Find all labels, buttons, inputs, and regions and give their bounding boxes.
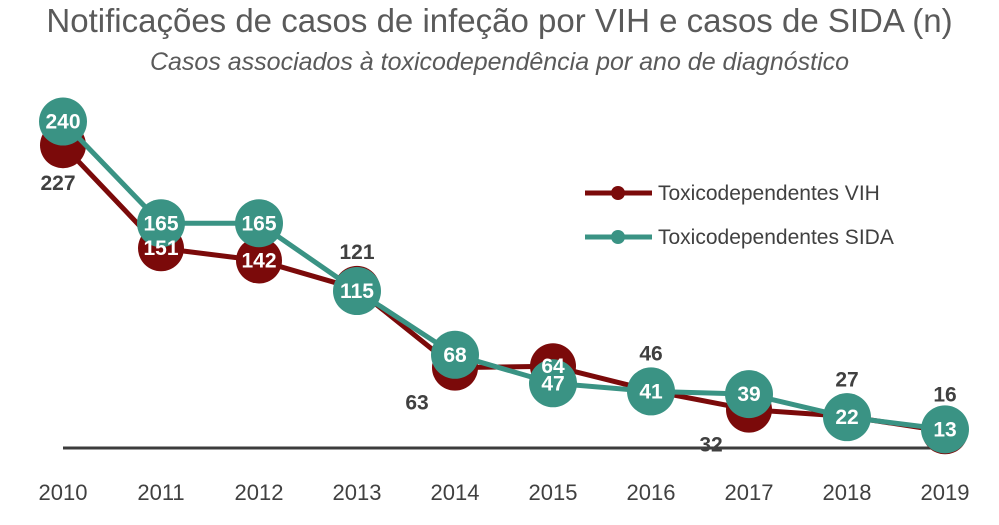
chart-title: Notificações de casos de infeção por VIH… xyxy=(46,2,953,39)
sida-data-point xyxy=(235,199,283,248)
sida-data-point xyxy=(529,359,577,408)
x-tick-label: 2018 xyxy=(823,480,872,505)
sida-data-point xyxy=(823,393,871,442)
vih-data-label: 27 xyxy=(835,368,858,391)
sida-data-label: 47 xyxy=(541,372,564,395)
sida-data-label: 39 xyxy=(737,383,760,406)
sida-data-label: 41 xyxy=(639,380,663,403)
sida-data-point xyxy=(333,267,381,316)
x-tick-label: 2017 xyxy=(725,480,774,505)
vih-data-label: 142 xyxy=(241,249,276,272)
vih-data-label: 151 xyxy=(143,237,178,260)
x-tick-label: 2016 xyxy=(627,480,676,505)
chart-subtitle: Casos associados à toxicodependência por… xyxy=(149,48,850,76)
legend-sida-marker xyxy=(611,230,625,244)
sida-data-label: 68 xyxy=(443,344,467,367)
vih-data-point xyxy=(236,237,282,284)
sida-data-label: 240 xyxy=(45,111,80,134)
sida-data-point xyxy=(725,370,773,419)
vih-data-label: 63 xyxy=(405,392,428,415)
sida-series-line xyxy=(60,119,948,432)
legend-vih-label: Toxicodependentes VIH xyxy=(658,182,880,205)
legend-vih-marker xyxy=(611,186,625,200)
sida-data-point xyxy=(431,330,479,379)
sida-data-point xyxy=(921,405,969,454)
sida-data-point xyxy=(627,367,675,416)
vih-data-label: 16 xyxy=(933,383,956,406)
sida-data-label: 165 xyxy=(241,212,276,235)
vih-data-label: 64 xyxy=(541,355,565,378)
vih-data-label: 32 xyxy=(699,434,722,457)
x-tick-label: 2014 xyxy=(431,480,480,505)
x-tick-label: 2011 xyxy=(137,480,184,505)
x-tick-label: 2013 xyxy=(333,480,382,505)
vih-data-label: 46 xyxy=(639,343,662,366)
vih-data-label: 227 xyxy=(40,172,75,195)
sida-data-label: 13 xyxy=(933,418,956,441)
x-tick-label: 2015 xyxy=(529,480,578,505)
sida-data-label: 115 xyxy=(340,280,374,303)
x-tick-label: 2010 xyxy=(39,480,88,505)
vih-data-label: 121 xyxy=(339,241,374,264)
sida-data-point xyxy=(39,97,87,146)
sida-data-point xyxy=(137,199,185,248)
sida-data-label: 165 xyxy=(143,212,178,235)
x-tick-label: 2019 xyxy=(921,480,970,505)
legend-sida-label: Toxicodependentes SIDA xyxy=(658,226,894,249)
x-tick-label: 2012 xyxy=(235,480,284,505)
sida-data-label: 22 xyxy=(835,406,858,429)
